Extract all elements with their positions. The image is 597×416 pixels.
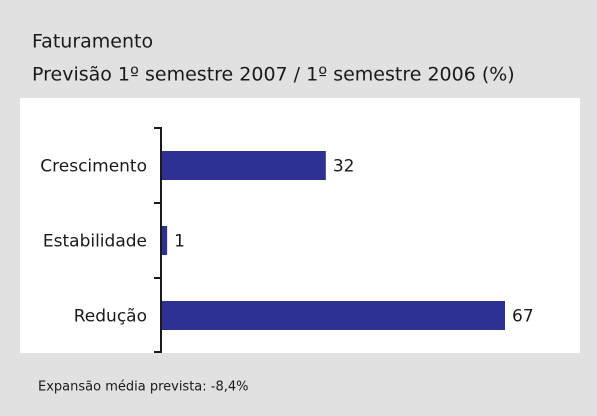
bar	[162, 226, 168, 255]
annotation: Expansão média prevista: -8,4%	[38, 380, 249, 395]
chart-subtitle: Previsão 1º semestre 2007 / 1º semestre …	[32, 64, 515, 86]
y-tick-label: Redução	[74, 307, 147, 327]
data-label: 1	[174, 232, 185, 252]
bar	[162, 301, 505, 330]
chart-title: Faturamento	[32, 31, 153, 53]
data-label: 67	[512, 307, 534, 327]
bar	[162, 151, 326, 180]
y-tick-label: Estabilidade	[43, 232, 147, 252]
data-label: 32	[333, 157, 355, 177]
y-tick-label: Crescimento	[40, 157, 147, 177]
